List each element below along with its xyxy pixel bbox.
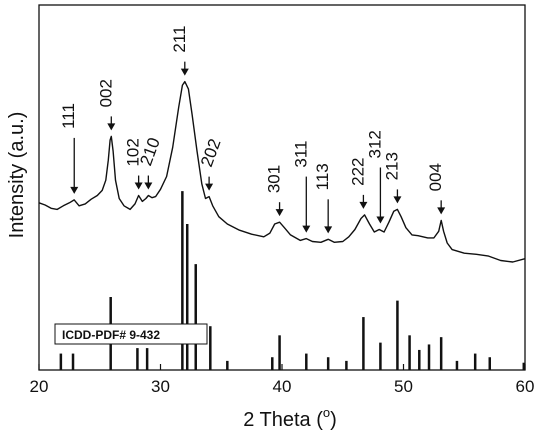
peak-label-311: 311	[291, 140, 310, 167]
peak-arrow-head-9	[359, 201, 368, 209]
x-tick-label-60: 60	[516, 377, 535, 396]
peak-arrow-head-8	[324, 226, 333, 234]
peak-annotation-312: 312	[365, 130, 385, 224]
peak-arrow-head-12	[437, 207, 446, 215]
reference-label-frame	[54, 323, 208, 345]
x-tick-label-50: 50	[394, 377, 413, 396]
reference-label: ICDD-PDF# 9-432	[62, 328, 160, 342]
peak-label-102: 102	[124, 138, 143, 166]
peak-label-113: 113	[313, 163, 332, 190]
peak-label-312: 312	[365, 130, 384, 158]
peak-arrow-head-11	[393, 196, 402, 204]
peak-label-202: 202	[197, 136, 225, 169]
peak-label-213: 213	[382, 152, 401, 180]
peak-annotation-111: 111	[59, 103, 79, 194]
peak-arrow-head-6	[275, 209, 284, 217]
x-axis-title: 2 Theta (o)	[243, 405, 337, 431]
x-axis-title-unit: o	[323, 405, 330, 420]
x-tick-label-30: 30	[151, 377, 170, 396]
peak-arrow-head-5	[205, 183, 214, 191]
peak-annotation-002: 002	[96, 79, 116, 131]
peak-annotation-004: 004	[426, 163, 446, 215]
x-tick-label-40: 40	[273, 377, 292, 396]
peak-annotation-213: 213	[382, 152, 402, 204]
peak-annotation-102: 102	[124, 138, 143, 190]
reference-label-box: ICDD-PDF# 9-432	[54, 323, 208, 345]
peak-arrow-head-2	[134, 182, 143, 190]
peak-arrow-head-1	[107, 123, 116, 131]
peak-annotation-222: 222	[348, 158, 368, 209]
xrd-pattern-line	[38, 80, 526, 263]
peak-arrow-head-7	[302, 225, 311, 233]
peak-annotation-211: 211	[170, 26, 189, 76]
peak-label-301: 301	[265, 165, 284, 193]
peak-arrow-head-4	[180, 68, 189, 76]
peak-label-211: 211	[170, 26, 189, 53]
x-axis-title-main: 2 Theta (	[243, 409, 323, 431]
peak-annotation-113: 113	[313, 163, 333, 234]
peak-arrow-head-0	[70, 186, 79, 194]
y-axis-title: Intensity (a.u.)	[6, 112, 28, 239]
peak-label-222: 222	[348, 158, 367, 186]
peak-label-111: 111	[59, 103, 78, 129]
peak-label-002: 002	[96, 79, 115, 107]
peak-label-004: 004	[426, 163, 445, 191]
peak-annotation-311: 311	[291, 140, 311, 233]
peak-arrow-head-3	[144, 182, 153, 190]
peak-annotation-301: 301	[265, 165, 284, 217]
x-axis-ticks: 20 30 40 50 60	[30, 364, 535, 396]
x-axis-title-close: )	[330, 409, 337, 431]
x-tick-label-20: 20	[30, 377, 49, 396]
peak-arrow-head-10	[376, 216, 385, 224]
